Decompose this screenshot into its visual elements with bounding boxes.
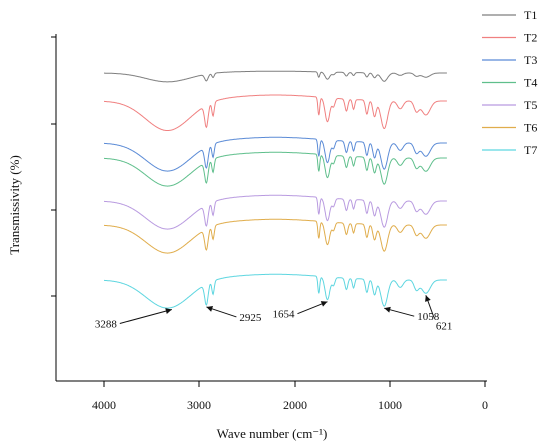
annotation-arrowhead-1654 [320,301,328,307]
legend-label-t1: T1 [524,8,537,22]
x-axis-title: Wave number (cm⁻¹) [217,426,328,441]
annotation-label-621: 621 [436,320,453,332]
x-tick-label: 2000 [283,398,307,412]
legend-label-t3: T3 [524,53,537,67]
annotation-arrowhead-621 [425,295,431,302]
legend-label-t2: T2 [524,31,537,45]
annotation-label-2925: 2925 [239,312,261,324]
series-line-t5 [104,194,447,230]
annotation-label-3288: 3288 [95,318,118,330]
annotation-arrowhead-2925 [206,306,214,312]
legend-label-t5: T5 [524,98,537,112]
series-line-t1 [104,70,447,83]
y-axis-title: Transmissivity (%) [7,155,22,255]
series-layer [104,70,447,309]
legend-label-t4: T4 [524,76,537,90]
x-tick-label: 0 [482,398,488,412]
annotation-label-1058: 1058 [417,311,440,323]
series-line-t6 [104,218,447,254]
annotation-arrow-3288 [119,309,172,324]
annotation-arrowhead-1058 [384,306,391,313]
series-line-t3 [104,136,447,172]
legend: T1 T2 T3 T4 T5 T6 T7 [482,8,537,157]
legend-label-t6: T6 [524,121,537,135]
legend-label-t7: T7 [524,143,537,157]
x-tick-label: 3000 [187,398,211,412]
x-tick-label: 4000 [92,398,116,412]
x-tick-label: 1000 [378,398,402,412]
series-line-t2 [104,94,447,131]
series-line-t4 [104,151,447,187]
series-line-t7 [104,273,447,309]
annotation-arrowhead-3288 [165,308,172,314]
annotation-label-1654: 1654 [272,309,295,321]
